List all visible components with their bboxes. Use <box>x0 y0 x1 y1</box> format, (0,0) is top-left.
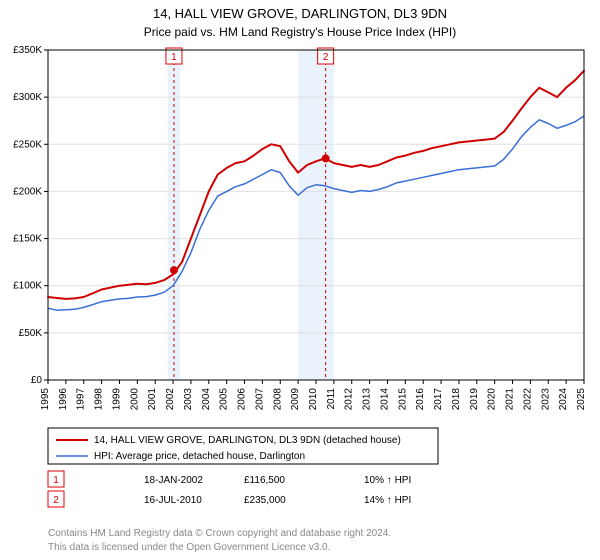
chart-title: 14, HALL VIEW GROVE, DARLINGTON, DL3 9DN <box>153 6 447 21</box>
x-tick-label: 2005 <box>219 388 230 411</box>
footer-line-1: Contains HM Land Registry data © Crown c… <box>48 528 391 539</box>
x-tick-label: 2021 <box>505 388 516 411</box>
x-tick-label: 2017 <box>433 388 444 411</box>
sale-row-price: £235,000 <box>244 495 286 506</box>
x-tick-label: 2023 <box>540 388 551 411</box>
x-tick-label: 2015 <box>397 388 408 411</box>
x-tick-label: 2000 <box>129 388 140 411</box>
x-tick-label: 1995 <box>40 388 51 411</box>
recession-band <box>298 50 334 380</box>
x-tick-label: 2014 <box>379 388 390 411</box>
x-tick-label: 1999 <box>111 388 122 411</box>
sale-row-number: 1 <box>53 475 59 486</box>
legend: 14, HALL VIEW GROVE, DARLINGTON, DL3 9DN… <box>48 428 438 464</box>
sale-row-hpi: 10% ↑ HPI <box>364 475 411 486</box>
x-tick-label: 2007 <box>254 388 265 411</box>
sale-row-price: £116,500 <box>244 475 285 486</box>
sale-row-date: 18-JAN-2002 <box>144 475 203 486</box>
x-tick-label: 2016 <box>415 388 426 411</box>
x-tick-label: 2006 <box>237 388 248 411</box>
x-tick-label: 2018 <box>451 388 462 411</box>
x-tick-label: 2011 <box>326 388 337 410</box>
y-tick-label: £50K <box>19 328 43 339</box>
legend-label: HPI: Average price, detached house, Darl… <box>94 451 305 462</box>
x-tick-label: 2003 <box>183 388 194 411</box>
x-tick-label: 1997 <box>76 388 87 411</box>
x-tick-label: 2010 <box>308 388 319 411</box>
y-tick-label: £350K <box>13 45 42 56</box>
x-tick-label: 2012 <box>344 388 355 411</box>
y-tick-label: £200K <box>13 186 42 197</box>
x-tick-label: 2025 <box>576 388 587 411</box>
sale-row-date: 16-JUL-2010 <box>144 495 202 506</box>
x-tick-label: 2024 <box>558 388 569 411</box>
x-tick-label: 2004 <box>201 388 212 411</box>
y-tick-label: £150K <box>13 234 42 245</box>
y-tick-label: £0 <box>31 375 43 386</box>
x-tick-label: 2009 <box>290 388 301 411</box>
x-tick-label: 2020 <box>487 388 498 411</box>
price-vs-hpi-chart: 14, HALL VIEW GROVE, DARLINGTON, DL3 9DN… <box>0 0 600 560</box>
legend-label: 14, HALL VIEW GROVE, DARLINGTON, DL3 9DN… <box>94 435 401 446</box>
x-tick-label: 2008 <box>272 388 283 411</box>
event-marker-number: 2 <box>323 52 329 63</box>
x-tick-label: 2019 <box>469 388 480 411</box>
x-tick-label: 2002 <box>165 388 176 411</box>
x-tick-label: 2022 <box>522 388 533 411</box>
sale-row-hpi: 14% ↑ HPI <box>364 495 411 506</box>
x-tick-label: 2013 <box>362 388 373 411</box>
sale-row-number: 2 <box>53 495 59 506</box>
x-tick-label: 1998 <box>94 388 105 411</box>
sale-marker-dot <box>322 154 330 162</box>
footer-line-2: This data is licensed under the Open Gov… <box>48 542 330 553</box>
x-tick-label: 2001 <box>147 388 158 411</box>
x-tick-label: 1996 <box>58 388 69 411</box>
y-tick-label: £100K <box>13 281 42 292</box>
y-tick-label: £250K <box>13 139 42 150</box>
chart-subtitle: Price paid vs. HM Land Registry's House … <box>144 25 456 39</box>
y-tick-label: £300K <box>13 92 42 103</box>
sale-marker-dot <box>170 266 178 274</box>
event-marker-number: 1 <box>171 52 177 63</box>
